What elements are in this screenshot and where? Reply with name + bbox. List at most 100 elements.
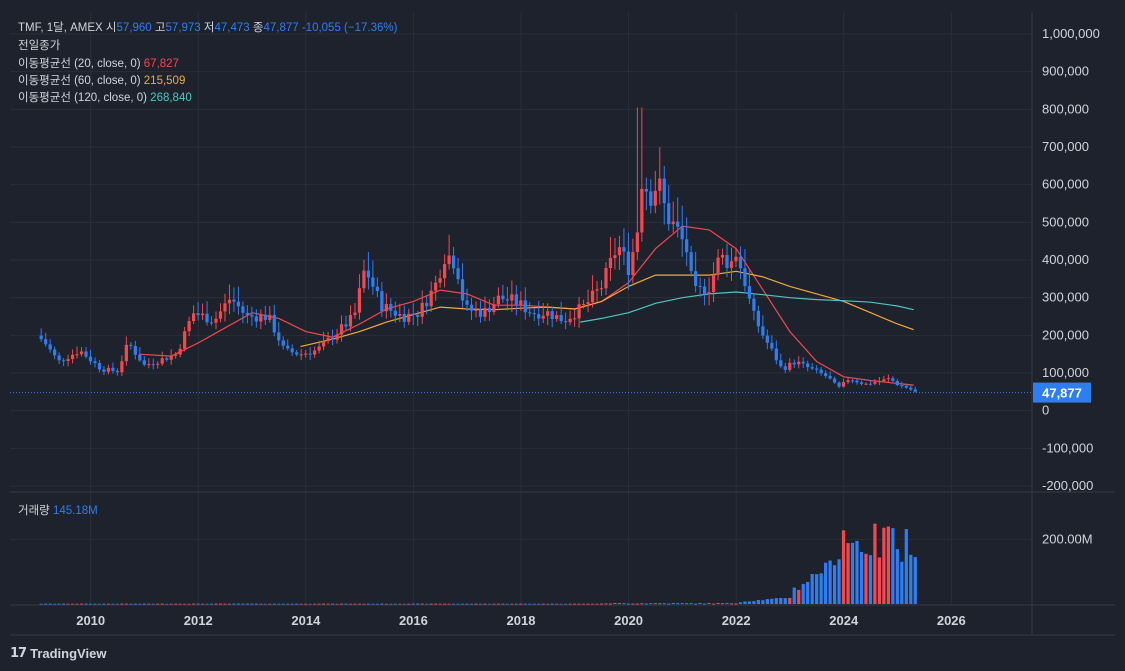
candle-body bbox=[599, 288, 604, 290]
candle-body bbox=[868, 383, 873, 385]
candle-body bbox=[295, 352, 299, 355]
candle-body bbox=[855, 380, 859, 383]
volume-bar bbox=[743, 601, 747, 604]
volume-bar bbox=[765, 599, 769, 604]
candle-body bbox=[747, 286, 752, 299]
candle-body bbox=[626, 251, 631, 276]
candle-body bbox=[770, 342, 774, 349]
candle-body bbox=[810, 367, 814, 369]
candle-body bbox=[348, 314, 353, 327]
candle-body bbox=[209, 322, 214, 324]
volume-bar bbox=[747, 601, 752, 604]
close-label: 종 bbox=[252, 22, 264, 34]
volume-bar bbox=[120, 603, 124, 605]
candle-body bbox=[259, 314, 263, 322]
volume-bar bbox=[456, 603, 460, 605]
volume-bar bbox=[738, 602, 743, 604]
time-tick-label: 2012 bbox=[184, 613, 213, 628]
prev-close-legend[interactable]: 전일종가 bbox=[18, 37, 60, 53]
candle-body bbox=[200, 313, 205, 316]
candle-body bbox=[147, 364, 151, 366]
volume-bar bbox=[626, 603, 631, 605]
candle-body bbox=[317, 346, 321, 351]
candle-body bbox=[837, 382, 841, 387]
ma60-value: 215,509 bbox=[143, 75, 186, 87]
time-tick-label: 2024 bbox=[829, 613, 859, 628]
candle-body bbox=[407, 313, 411, 322]
volume-legend[interactable]: 거래량 145.18M bbox=[18, 502, 98, 518]
candle-body bbox=[685, 239, 689, 253]
ma120-legend[interactable]: 이동평균선 (120, close, 0) 268,840 bbox=[18, 89, 192, 105]
candle-body bbox=[483, 307, 487, 317]
candle-body bbox=[384, 304, 388, 312]
volume-bar bbox=[187, 603, 191, 605]
volume-bar bbox=[725, 602, 729, 604]
volume-bar bbox=[550, 603, 554, 605]
volume-bar bbox=[532, 603, 536, 605]
volume-bar bbox=[792, 587, 796, 604]
candle-body bbox=[532, 313, 536, 315]
candle-body bbox=[380, 291, 384, 312]
candle-body bbox=[84, 351, 88, 357]
volume-bar bbox=[711, 603, 716, 605]
ma60-label: 이동평균선 (60, close, 0) bbox=[18, 75, 141, 87]
prev-close-label: 전일종가 bbox=[18, 40, 61, 52]
volume-bar bbox=[174, 603, 178, 605]
candle-body bbox=[815, 368, 819, 370]
volume-bar bbox=[577, 603, 581, 605]
volume-bar bbox=[313, 603, 317, 605]
time-tick-label: 2014 bbox=[291, 613, 321, 628]
brand-footer[interactable]: 𝟭𝟳 TradingView bbox=[10, 645, 106, 661]
volume-bar bbox=[308, 603, 312, 605]
candle-body bbox=[877, 381, 882, 383]
volume-bar bbox=[698, 602, 702, 604]
volume-bar bbox=[510, 603, 514, 605]
volume-bar bbox=[434, 603, 438, 605]
volume-bar bbox=[398, 603, 402, 605]
volume-bar bbox=[97, 603, 102, 605]
candle-body bbox=[393, 310, 397, 316]
volume-bar bbox=[581, 603, 586, 605]
candle-body bbox=[501, 295, 505, 300]
volume-bar bbox=[882, 527, 886, 604]
volume-bar bbox=[572, 603, 577, 605]
volume-bar bbox=[886, 526, 890, 604]
candle-body bbox=[53, 349, 57, 356]
candle-body bbox=[420, 302, 424, 317]
volume-bar bbox=[371, 603, 375, 605]
candle-body bbox=[608, 258, 613, 269]
volume-bar bbox=[496, 603, 501, 605]
candle-body bbox=[541, 315, 545, 319]
low-label: 저 bbox=[203, 22, 215, 34]
volume-bar bbox=[716, 603, 720, 605]
candle-body bbox=[308, 353, 312, 355]
candle-body bbox=[743, 268, 747, 287]
candle-body bbox=[339, 324, 344, 335]
price-tick-label: 700,000 bbox=[1042, 139, 1089, 154]
volume-bar bbox=[447, 603, 451, 605]
volume-bar bbox=[617, 603, 622, 605]
volume-bar bbox=[321, 603, 326, 605]
ma60-legend[interactable]: 이동평균선 (60, close, 0) 215,509 bbox=[18, 72, 185, 88]
candle-body bbox=[344, 324, 348, 327]
candle-body bbox=[886, 378, 890, 380]
candle-body bbox=[232, 299, 236, 302]
volume-bar bbox=[169, 603, 173, 605]
last-price-label: 47,877 bbox=[1042, 386, 1082, 401]
ma20-legend[interactable]: 이동평균선 (20, close, 0) 67,827 bbox=[18, 55, 179, 71]
candle-body bbox=[353, 312, 357, 315]
volume-bar bbox=[451, 603, 456, 605]
candle-body bbox=[120, 361, 124, 373]
volume-bar bbox=[299, 603, 303, 605]
volume-bar bbox=[93, 603, 97, 605]
candle-layer bbox=[39, 107, 917, 393]
candle-body bbox=[330, 337, 335, 340]
volume-bar bbox=[443, 603, 447, 605]
volume-bar bbox=[138, 603, 142, 605]
volume-bar bbox=[111, 603, 115, 605]
candle-body bbox=[680, 226, 684, 240]
candle-body bbox=[824, 373, 828, 376]
candle-body bbox=[241, 306, 245, 313]
candle-body bbox=[595, 289, 599, 291]
volume-bar bbox=[218, 603, 223, 605]
